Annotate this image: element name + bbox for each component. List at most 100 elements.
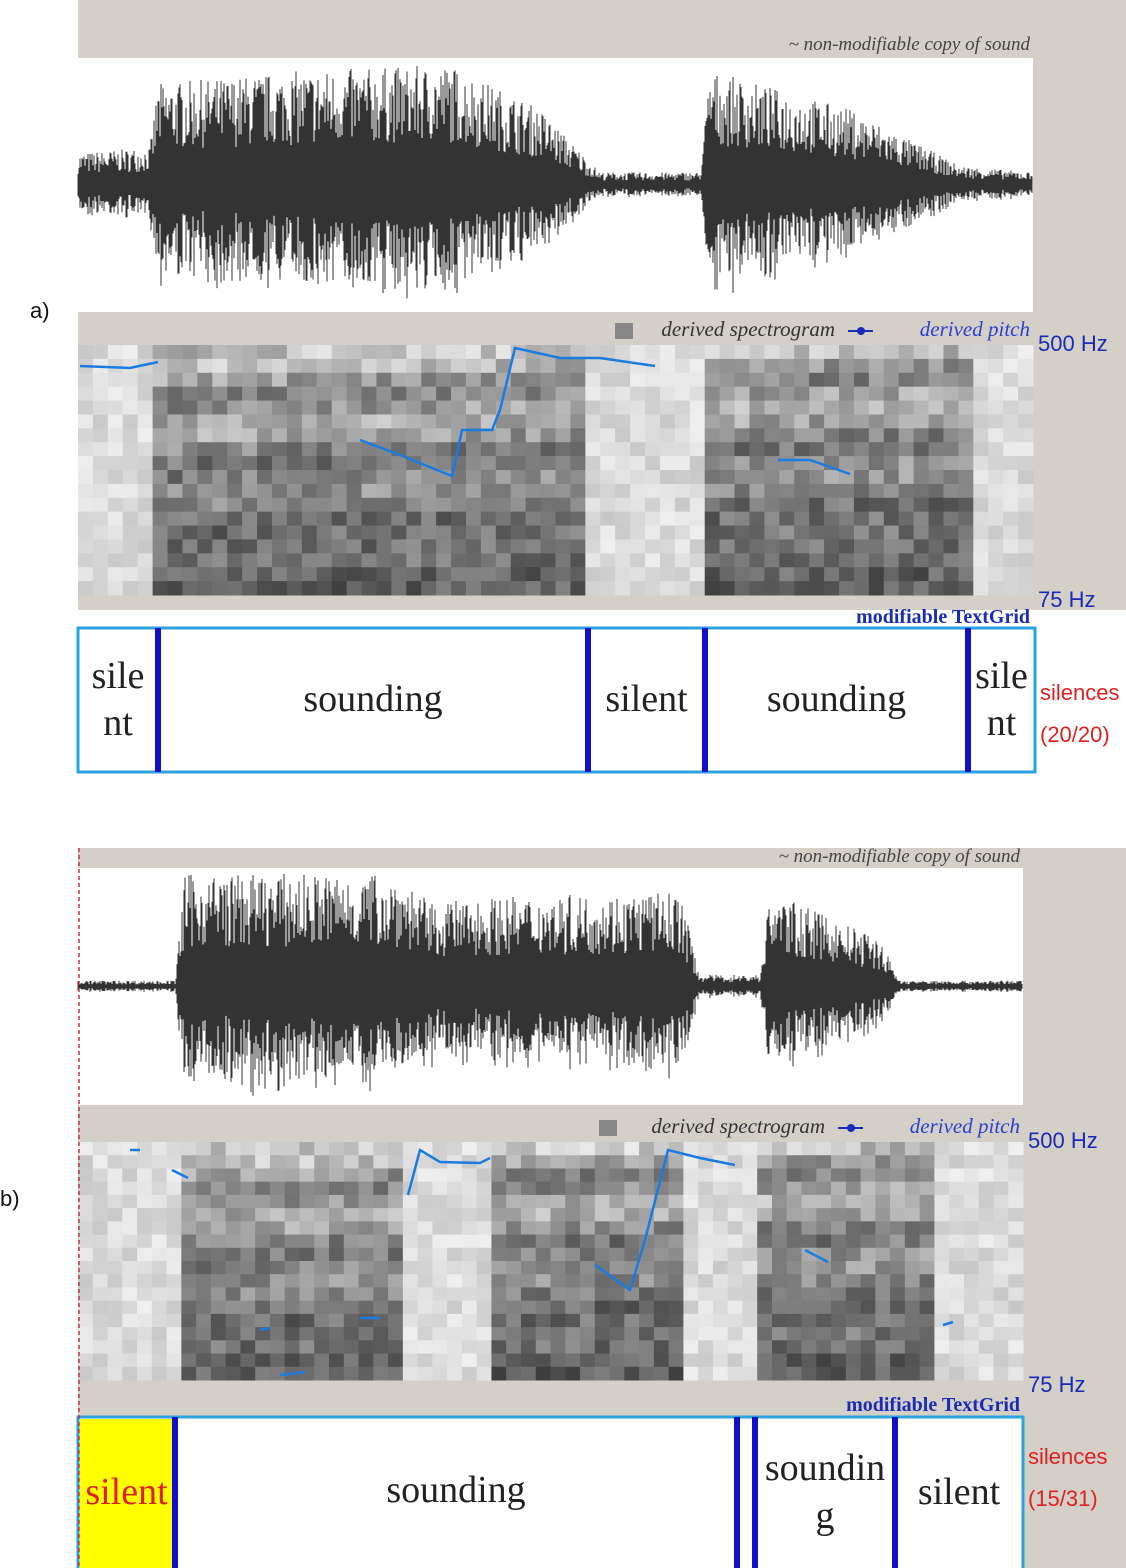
- spectrogram-cell: [406, 539, 421, 553]
- spectrogram-cell: [521, 1155, 536, 1169]
- spectrogram-cell: [660, 414, 675, 428]
- spectrogram-cell: [182, 428, 197, 442]
- spectrogram-cell: [698, 1195, 713, 1209]
- spectrogram-cell: [240, 1182, 255, 1196]
- spectrogram-cell: [108, 1155, 123, 1169]
- spectrogram-cell: [451, 526, 466, 540]
- spectrogram-cell: [226, 1261, 241, 1275]
- spectrogram-cell: [344, 1314, 359, 1328]
- spectrogram-cell: [899, 359, 914, 373]
- textgrid-label: modifiable TextGrid: [846, 1394, 1020, 1417]
- spectrogram-cell: [211, 1155, 226, 1169]
- spectrogram-cell: [240, 1248, 255, 1262]
- spectrogram-cell: [742, 1235, 757, 1249]
- spectrogram-cell: [137, 1287, 152, 1301]
- spectrogram-cell: [270, 1301, 285, 1315]
- spectrogram-cell: [1018, 387, 1033, 401]
- spectrogram-cell: [123, 470, 138, 484]
- spectrogram-cell: [302, 539, 317, 553]
- spectrogram-cell: [302, 373, 317, 387]
- spectrogram-cell: [421, 539, 436, 553]
- spectrogram-cell: [496, 428, 511, 442]
- spectrogram-cell: [890, 1287, 905, 1301]
- spectrogram-cell: [481, 526, 496, 540]
- spectrogram-cell: [772, 1221, 787, 1235]
- spectrogram-cell: [669, 1287, 684, 1301]
- spectrogram-cell: [227, 387, 242, 401]
- spectrogram-cell: [690, 470, 705, 484]
- spectrogram-cell: [698, 1367, 713, 1381]
- spectrogram-cell: [875, 1168, 890, 1182]
- spectrogram-cell: [929, 553, 944, 567]
- spectrogram-cell: [764, 387, 779, 401]
- spectrogram-cell: [610, 1314, 625, 1328]
- spectrogram-cell: [511, 456, 526, 470]
- spectrogram-cell: [610, 1287, 625, 1301]
- spectrogram-cell: [391, 414, 406, 428]
- spectrogram-cell: [359, 1155, 374, 1169]
- spectrogram-cell: [93, 401, 108, 415]
- spectrogram-cell: [787, 1168, 802, 1182]
- spectrogram-cell: [122, 1195, 137, 1209]
- spectrogram-cell: [418, 1340, 433, 1354]
- spectrogram-cell: [854, 581, 869, 595]
- spectrogram-cell: [979, 1221, 994, 1235]
- spectrogram-cell: [920, 1208, 935, 1222]
- spectrogram-cell: [794, 456, 809, 470]
- spectrogram-cell: [861, 1155, 876, 1169]
- spectrogram-cell: [541, 526, 556, 540]
- spectrogram-cell: [772, 1274, 787, 1288]
- spectrogram-cell: [506, 1155, 521, 1169]
- spectrogram-cell: [600, 414, 615, 428]
- spectrogram-cell: [285, 1142, 300, 1156]
- spectrogram-cell: [344, 1261, 359, 1275]
- spectrogram-cell: [809, 553, 824, 567]
- spectrogram-cell: [660, 484, 675, 498]
- spectrogram-cell: [432, 1261, 447, 1275]
- spectrogram-cell: [347, 539, 362, 553]
- spectrogram-cell: [122, 1340, 137, 1354]
- spectrogram-cell: [749, 581, 764, 595]
- spectrogram-cell: [890, 1354, 905, 1368]
- spectrogram-cell: [884, 526, 899, 540]
- spectrogram-cell: [526, 470, 541, 484]
- spectrogram-cell: [1018, 484, 1033, 498]
- spectrogram-cell: [690, 498, 705, 512]
- spectrogram-cell: [388, 1221, 403, 1235]
- spectrogram-cell: [905, 1327, 920, 1341]
- spectrogram-cell: [391, 484, 406, 498]
- spectrogram-cell: [757, 1274, 772, 1288]
- spectrogram-cell: [779, 387, 794, 401]
- spectrogram-cell: [551, 1274, 566, 1288]
- spectrogram-cell: [654, 1208, 669, 1222]
- spectrogram-cell: [466, 498, 481, 512]
- spectrogram-cell: [302, 470, 317, 484]
- spectrogram-cell: [406, 373, 421, 387]
- spectrogram-cell: [299, 1182, 314, 1196]
- spectrogram-cell: [376, 387, 391, 401]
- spectrogram-cell: [610, 1261, 625, 1275]
- spectrogram-cell: [152, 1248, 167, 1262]
- spectrogram-cell: [875, 1195, 890, 1209]
- spectrogram-cell: [466, 470, 481, 484]
- spectrogram-cell: [137, 1261, 152, 1275]
- spectrogram-cell: [93, 1168, 108, 1182]
- spectrogram-cell: [78, 1314, 93, 1328]
- spectrogram-cell: [660, 470, 675, 484]
- spectrogram-cell: [78, 1327, 93, 1341]
- spectrogram-cell: [690, 567, 705, 581]
- spectrogram-cell: [914, 498, 929, 512]
- spectrogram-cell: [705, 470, 720, 484]
- spectrogram-cell: [491, 1367, 506, 1381]
- spectrogram-cell: [705, 373, 720, 387]
- spectrogram-cell: [138, 512, 153, 526]
- spectrogram-cell: [749, 414, 764, 428]
- spectrogram-cell: [272, 526, 287, 540]
- spectrogram-cell: [285, 1195, 300, 1209]
- spectrogram-cell: [451, 484, 466, 498]
- spectrogram-cell: [713, 1221, 728, 1235]
- spectrogram-cell: [757, 1235, 772, 1249]
- spectrogram-cell: [462, 1235, 477, 1249]
- spectrogram-cell: [1018, 526, 1033, 540]
- spectrogram-cell: [153, 428, 168, 442]
